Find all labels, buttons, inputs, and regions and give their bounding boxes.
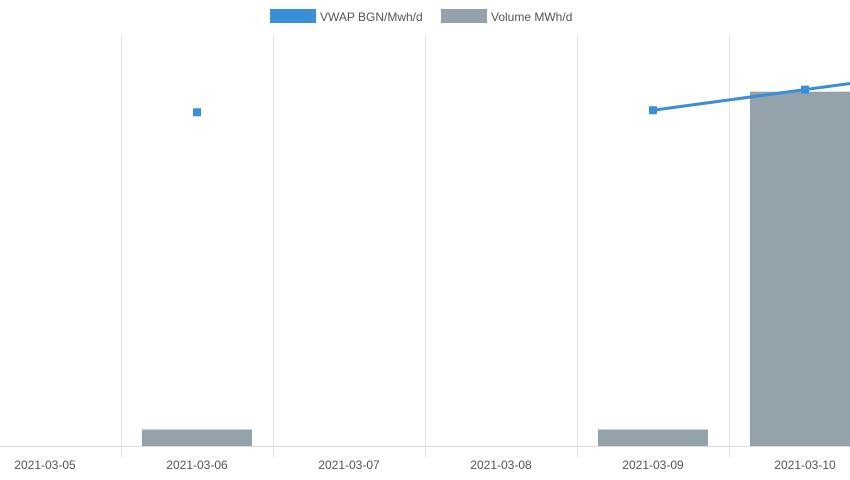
x-tick-label: 2021-03-10 bbox=[774, 458, 836, 472]
legend[interactable]: VWAP BGN/Mwh/d Volume MWh/d bbox=[270, 9, 572, 24]
volume-bar[interactable] bbox=[142, 429, 252, 446]
legend-swatch[interactable] bbox=[270, 9, 316, 23]
legend-swatch[interactable] bbox=[441, 9, 487, 23]
vwap-point[interactable] bbox=[801, 85, 809, 94]
grid bbox=[0, 34, 850, 458]
volume-bar[interactable] bbox=[750, 91, 850, 447]
x-tick-label: 2021-03-06 bbox=[166, 458, 228, 472]
vwap-point[interactable] bbox=[649, 106, 657, 115]
vwap-point[interactable] bbox=[193, 108, 201, 117]
volume-bar[interactable] bbox=[598, 429, 708, 446]
x-tick-label: 2021-03-07 bbox=[318, 458, 380, 472]
x-axis: 2021-03-05 2021-03-06 2021-03-07 2021-03-08… bbox=[14, 458, 836, 472]
vwap-line bbox=[193, 82, 850, 117]
x-tick-label: 2021-03-08 bbox=[470, 458, 532, 472]
legend-label[interactable]: VWAP BGN/Mwh/d bbox=[320, 10, 423, 24]
volume-bars bbox=[142, 91, 850, 447]
x-tick-label: 2021-03-05 bbox=[14, 458, 76, 472]
x-tick-label: 2021-03-09 bbox=[622, 458, 684, 472]
legend-label[interactable]: Volume MWh/d bbox=[491, 10, 572, 24]
